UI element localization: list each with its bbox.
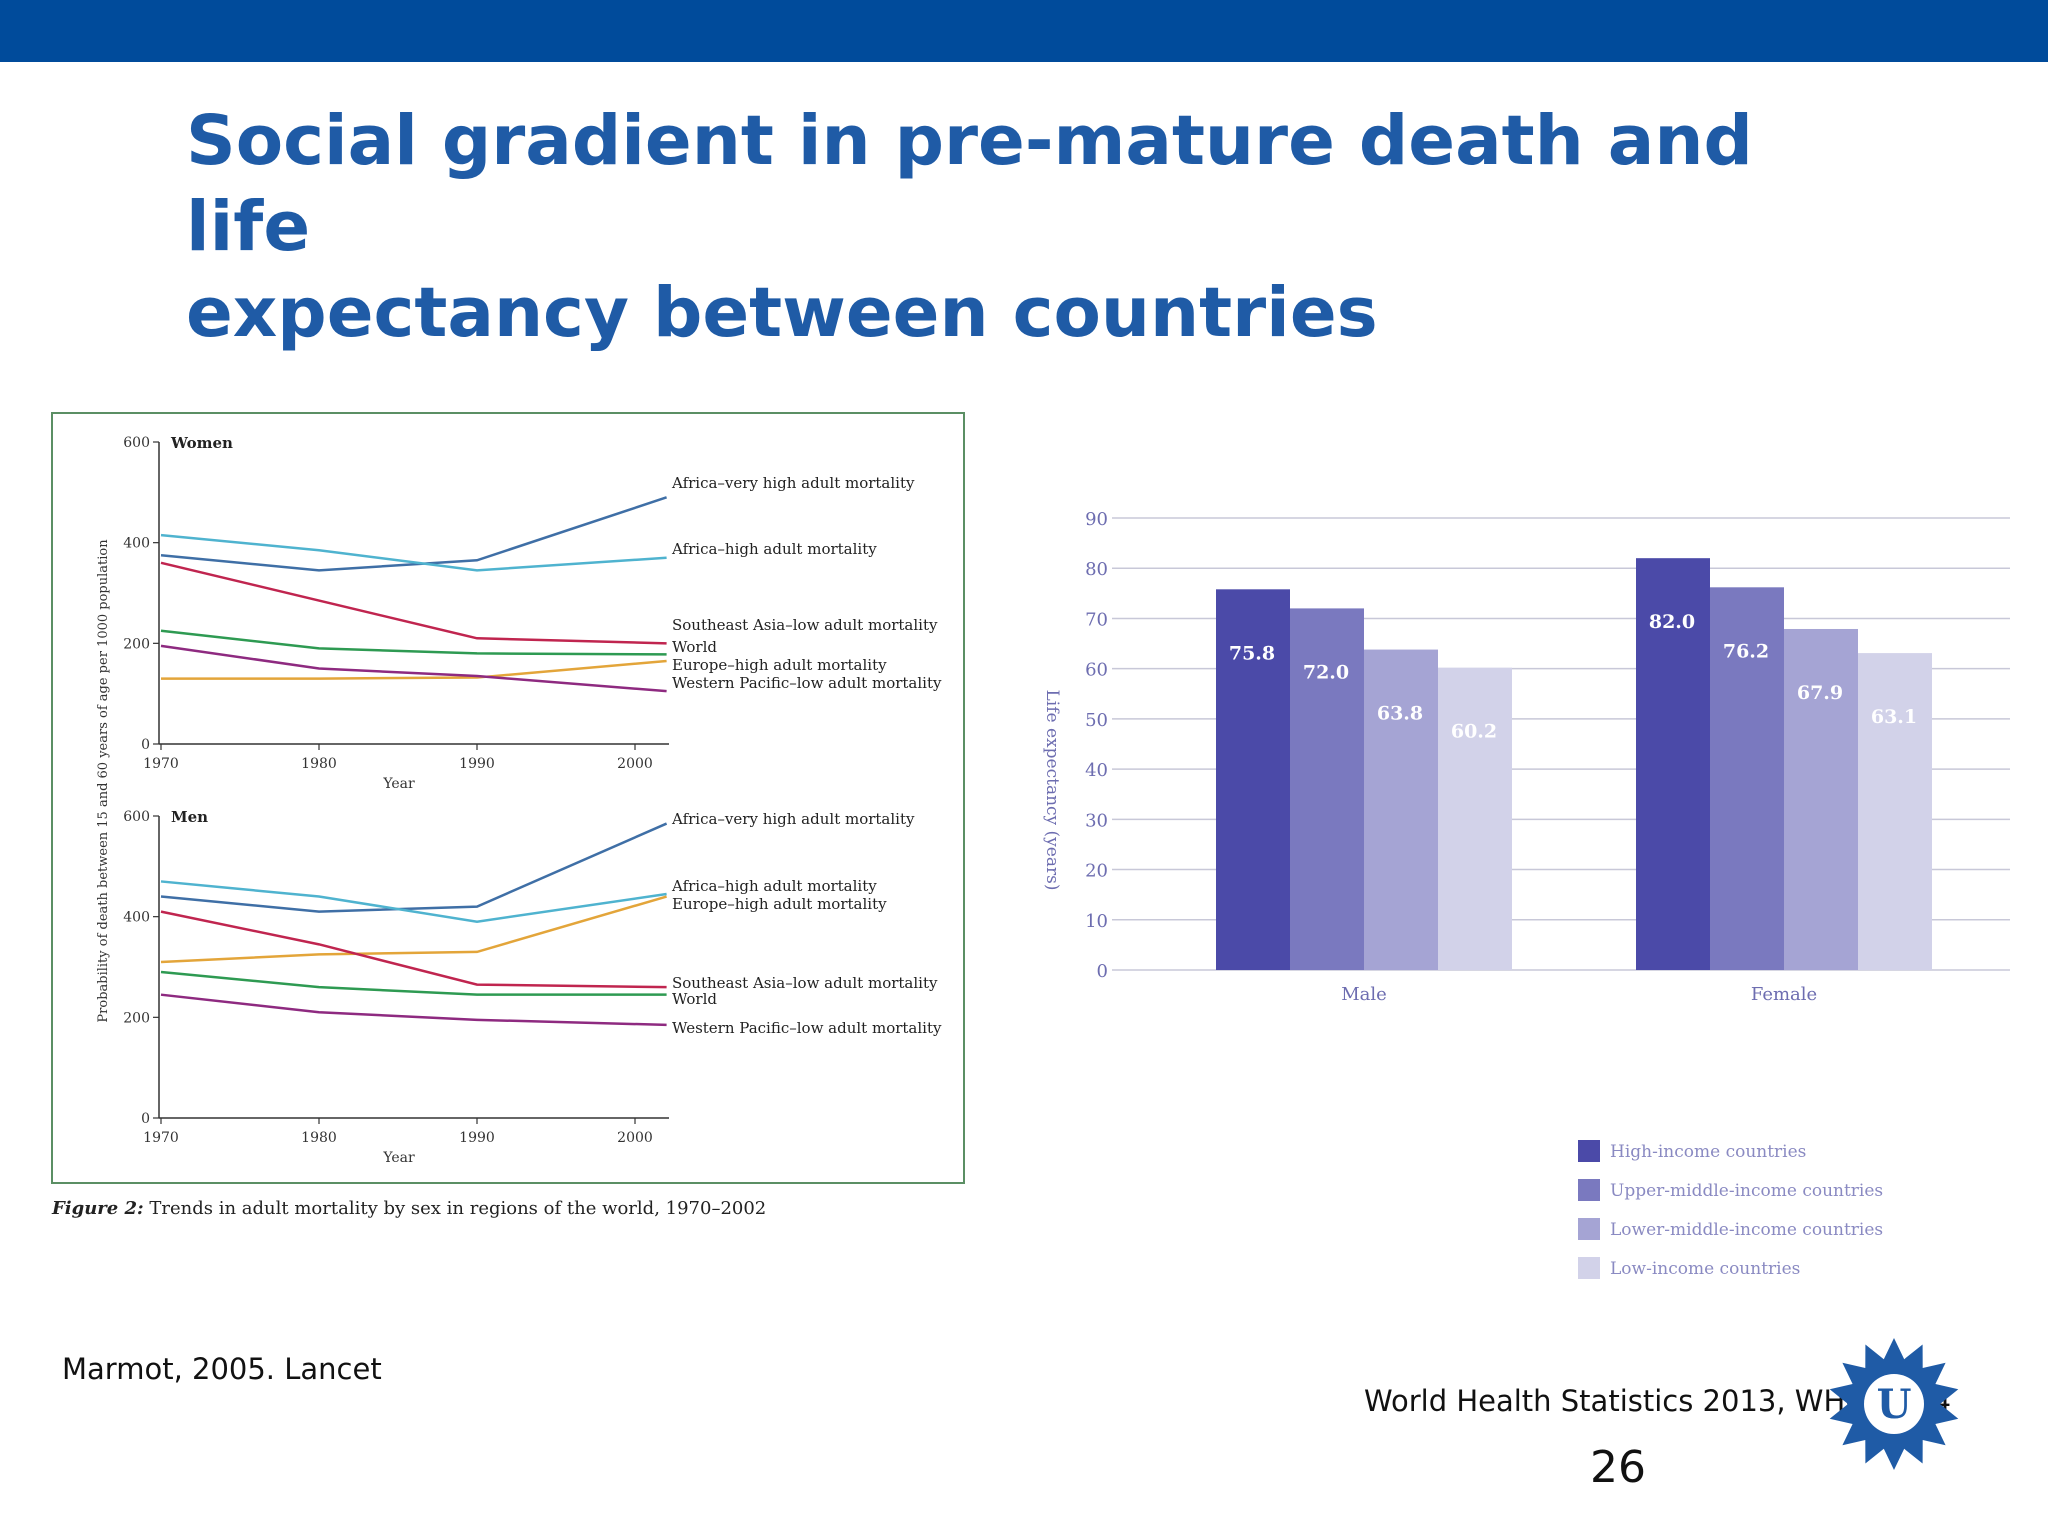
legend-label: High-income countries [1610, 1142, 1806, 1162]
bar [1290, 608, 1364, 970]
bar-value-label: 76.2 [1723, 640, 1769, 662]
legend-label: Upper-middle-income countries [1610, 1181, 1883, 1201]
legend-label: Low-income countries [1610, 1259, 1800, 1279]
y-tick-label: 60 [1085, 660, 1108, 681]
svg-text:U: U [1877, 1381, 1912, 1428]
x-category-label: Male [1341, 984, 1387, 1005]
y-axis-title: Life expectancy (years) [1042, 690, 1062, 891]
series-line [160, 910, 667, 989]
y-tick-label: 80 [1085, 559, 1108, 580]
series-label: World [672, 990, 717, 1008]
series-label: Western Pacific–low adult mortality [672, 1019, 942, 1037]
x-tick-label: 1970 [143, 756, 179, 772]
legend-swatch [1578, 1140, 1600, 1162]
bar-value-label: 82.0 [1649, 611, 1695, 633]
y-tick-label: 0 [141, 1111, 150, 1127]
x-tick-label: 1970 [143, 1130, 179, 1146]
series-label: Southeast Asia–low adult mortality [672, 974, 938, 992]
y-tick-label: 20 [1085, 861, 1108, 882]
series-label: Africa–high adult mortality [671, 877, 877, 895]
y-axis-title: Probability of death between 15 and 60 y… [96, 539, 111, 1023]
legend-label: Lower-middle-income countries [1610, 1220, 1883, 1240]
panel-label: Women [170, 434, 233, 452]
bar-value-label: 75.8 [1229, 642, 1275, 664]
series-line [160, 561, 667, 645]
x-tick-label: 2000 [617, 756, 653, 772]
legend-swatch [1578, 1179, 1600, 1201]
y-tick-label: 600 [123, 809, 150, 825]
legend-swatch [1578, 1257, 1600, 1279]
series-line [160, 496, 667, 572]
y-tick-label: 40 [1085, 760, 1108, 781]
x-axis-title: Year [382, 1150, 415, 1166]
university-logo-icon: U [1829, 1338, 1959, 1470]
series-label: Africa–high adult mortality [671, 540, 877, 558]
series-label: Europe–high adult mortality [672, 656, 887, 674]
x-tick-label: 1980 [301, 756, 337, 772]
y-tick-label: 400 [123, 536, 150, 552]
bar [1858, 653, 1932, 970]
bar-value-label: 67.9 [1797, 682, 1843, 704]
y-tick-label: 600 [123, 435, 150, 451]
x-tick-label: 1990 [459, 1130, 495, 1146]
y-tick-label: 70 [1085, 609, 1108, 630]
series-label: Africa–very high adult mortality [671, 810, 915, 828]
figure-caption-prefix: Figure 2: [52, 1198, 144, 1219]
y-tick-label: 90 [1085, 509, 1108, 530]
x-axis-title: Year [382, 776, 415, 792]
page-number: 26 [1590, 1442, 1646, 1493]
slide-title-line-2: expectancy between countries [186, 273, 1378, 353]
series-line [160, 993, 667, 1027]
bar-value-label: 60.2 [1451, 721, 1497, 743]
y-tick-label: 400 [123, 910, 150, 926]
series-label: Africa–very high adult mortality [671, 474, 915, 492]
bar [1216, 589, 1290, 970]
y-tick-label: 200 [123, 1010, 150, 1026]
y-tick-label: 200 [123, 636, 150, 652]
slide-title: Social gradient in pre-mature death and … [186, 98, 1786, 356]
series-label: World [672, 638, 717, 656]
panel-label: Men [171, 808, 208, 826]
y-tick-label: 0 [1097, 961, 1108, 982]
mortality-figure-frame [51, 412, 965, 1184]
left-source-citation: Marmot, 2005. Lancet [62, 1352, 382, 1386]
top-banner [0, 0, 2048, 62]
series-line [161, 659, 667, 680]
x-tick-label: 2000 [617, 1130, 653, 1146]
life-expectancy-chart: 0 10 20 30 40 50 60 70 80 90 Life expectancy (year… [1042, 509, 2010, 1279]
x-tick-label: 1990 [459, 756, 495, 772]
y-tick-label: 10 [1085, 911, 1108, 932]
bar-value-label: 63.1 [1871, 706, 1917, 728]
y-tick-label: 50 [1085, 710, 1108, 731]
bar [1784, 628, 1858, 970]
series-line [160, 533, 667, 572]
y-tick-label: 0 [141, 737, 150, 753]
figure-caption: Figure 2: Trends in adult mortality by s… [52, 1198, 766, 1219]
series-label: Europe–high adult mortality [672, 895, 887, 913]
bar [1364, 649, 1438, 970]
series-line [160, 880, 667, 923]
y-tick-label: 30 [1085, 810, 1108, 831]
legend-swatch [1578, 1218, 1600, 1240]
series-label: Western Pacific–low adult mortality [672, 674, 942, 692]
bar-value-label: 72.0 [1303, 661, 1349, 683]
series-line [160, 895, 667, 964]
bar [1636, 558, 1710, 970]
bar [1710, 587, 1784, 970]
series-line [160, 629, 667, 656]
slide-title-line-1: Social gradient in pre-mature death and … [186, 101, 1753, 267]
bar [1438, 667, 1512, 970]
series-label: Southeast Asia–low adult mortality [672, 616, 938, 634]
figure-caption-text: Trends in adult mortality by sex in regi… [143, 1198, 767, 1219]
series-line [160, 822, 668, 913]
bar-value-label: 63.8 [1377, 703, 1423, 725]
series-line [160, 970, 667, 996]
x-tick-label: 1980 [301, 1130, 337, 1146]
series-line [160, 644, 667, 693]
x-category-label: Female [1751, 984, 1817, 1005]
